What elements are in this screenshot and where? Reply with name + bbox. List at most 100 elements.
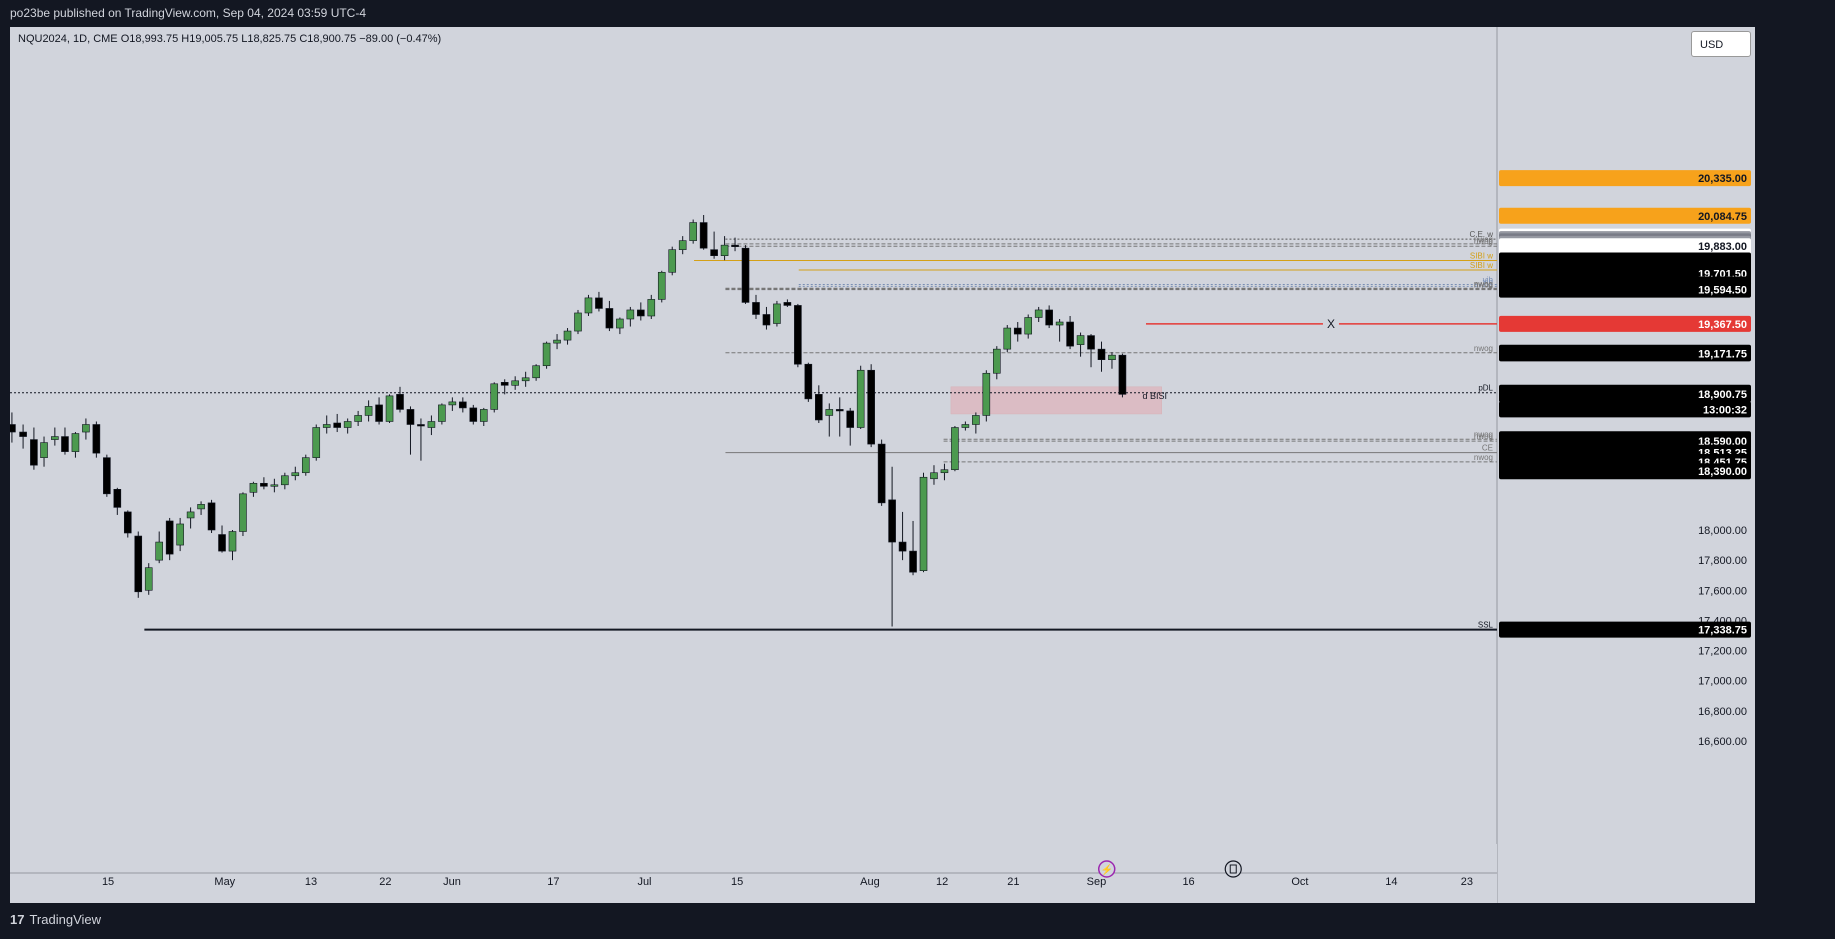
candle-up xyxy=(490,383,499,410)
candle-up xyxy=(197,504,205,510)
level-label: SIBI w xyxy=(1470,252,1493,261)
candle-down xyxy=(30,439,38,466)
candle-up xyxy=(385,395,394,422)
candle-up xyxy=(532,365,540,379)
ohlc-values: O18,993.75 H19,005.75 L18,825.75 C18,900… xyxy=(120,33,442,45)
y-tick-label: 16,600.00 xyxy=(1698,736,1747,748)
candle-up xyxy=(1076,335,1085,345)
candle-up xyxy=(1055,321,1064,326)
y-tick-label: 17,200.00 xyxy=(1698,646,1747,658)
bisi-zone-label: d BISI xyxy=(1143,391,1168,401)
currency-selector[interactable]: USD xyxy=(1691,31,1751,57)
candle-down xyxy=(1087,335,1095,350)
level-label: SSL xyxy=(1478,621,1494,630)
candle-up xyxy=(919,476,928,571)
candle-up xyxy=(982,372,991,416)
price-label-text: 18,390.00 xyxy=(1698,466,1747,478)
candle-up xyxy=(1108,354,1116,360)
x-tick-label: 23 xyxy=(1461,876,1473,888)
candle-up xyxy=(1024,317,1033,335)
candle-up xyxy=(228,531,237,552)
candle-up xyxy=(689,222,697,241)
candle-up xyxy=(270,484,279,487)
candle-down xyxy=(61,436,69,452)
candle-down xyxy=(1097,348,1106,360)
price-label-text: 20,335.00 xyxy=(1698,173,1747,185)
candle-up xyxy=(354,415,362,422)
candle-down xyxy=(710,249,718,257)
price-label-box xyxy=(1499,345,1751,362)
candle-down xyxy=(699,222,708,249)
red-level-x-label: X xyxy=(1327,317,1335,331)
candle-up xyxy=(647,299,656,317)
candle-up xyxy=(364,406,373,416)
candle-up xyxy=(239,493,247,532)
x-tick-label: 15 xyxy=(102,876,114,888)
x-tick-label: 22 xyxy=(379,876,391,888)
earnings-event-glyph xyxy=(1229,864,1237,874)
earnings-event-icon xyxy=(1224,860,1242,878)
x-tick-label: 13 xyxy=(305,876,317,888)
price-label-text: 19,883.00 xyxy=(1698,241,1747,253)
x-tick-label: Jun xyxy=(443,876,461,888)
candle-up xyxy=(616,318,624,329)
candle-up xyxy=(1034,309,1043,318)
x-tick-label: May xyxy=(214,876,235,888)
candle-down xyxy=(909,550,917,573)
candle-up xyxy=(479,409,488,422)
x-tick-label: Jul xyxy=(637,876,651,888)
level-label: nwog xyxy=(1474,279,1493,288)
candle-down xyxy=(375,404,383,422)
candle-up xyxy=(448,401,457,406)
price-label-text: 19,594.50 xyxy=(1698,285,1747,297)
candle-down xyxy=(10,424,16,433)
candle-down xyxy=(459,401,467,409)
candle-up xyxy=(176,523,184,546)
level-label: C.E. w xyxy=(1469,230,1493,239)
candle-down xyxy=(218,534,226,552)
symbol-info: NQU2024, 1D, CME O18,993.75 H19,005.75 L… xyxy=(18,33,441,45)
candle-up xyxy=(678,240,687,250)
candle-down xyxy=(888,499,896,543)
candle-down xyxy=(260,482,268,487)
candle-down xyxy=(835,409,844,412)
candle-down xyxy=(19,431,27,437)
x-tick-label: 15 xyxy=(731,876,743,888)
level-label: nwog xyxy=(1474,237,1493,246)
x-tick-label: 21 xyxy=(1007,876,1019,888)
price-label-box xyxy=(1499,170,1751,187)
currency-label: USD xyxy=(1700,39,1724,51)
candle-up xyxy=(301,457,310,474)
candle-up xyxy=(186,511,195,519)
lightning-event-icon: ⚡ xyxy=(1097,860,1116,878)
price-label-text: 19,367.50 xyxy=(1698,319,1747,331)
candle-up xyxy=(940,469,949,474)
level-label: nwog xyxy=(1474,280,1493,289)
candle-up xyxy=(553,339,561,344)
candle-up xyxy=(521,377,530,382)
tradingview-logo[interactable]: 17 TradingView xyxy=(10,912,101,927)
candle-up xyxy=(281,475,289,486)
candle-up xyxy=(438,404,446,422)
candle-down xyxy=(762,314,771,326)
lightning-event-glyph: ⚡ xyxy=(1101,863,1113,876)
x-tick-label: 17 xyxy=(547,876,559,888)
candle-down xyxy=(605,308,614,329)
candle-up xyxy=(825,409,834,416)
candle-down xyxy=(877,443,886,504)
price-label-box xyxy=(1499,238,1751,255)
candle-up xyxy=(773,303,781,324)
candle-down xyxy=(846,410,855,428)
price-label-text: 17,338.75 xyxy=(1698,625,1747,637)
price-label-box xyxy=(1499,315,1751,332)
candle-down xyxy=(123,511,132,534)
candle-up xyxy=(992,348,1001,374)
level-label: vib xyxy=(1483,277,1494,286)
level-label: CE xyxy=(1482,444,1493,453)
chart-area[interactable]: d BISI C.E. w nwog nwog SIBI w SIBI w vib vib nw… xyxy=(10,27,1755,903)
x-tick-label: 16 xyxy=(1182,876,1194,888)
level-label: nwog xyxy=(1474,432,1493,441)
candle-down xyxy=(500,381,509,386)
level-label: SIBI w xyxy=(1470,261,1493,270)
